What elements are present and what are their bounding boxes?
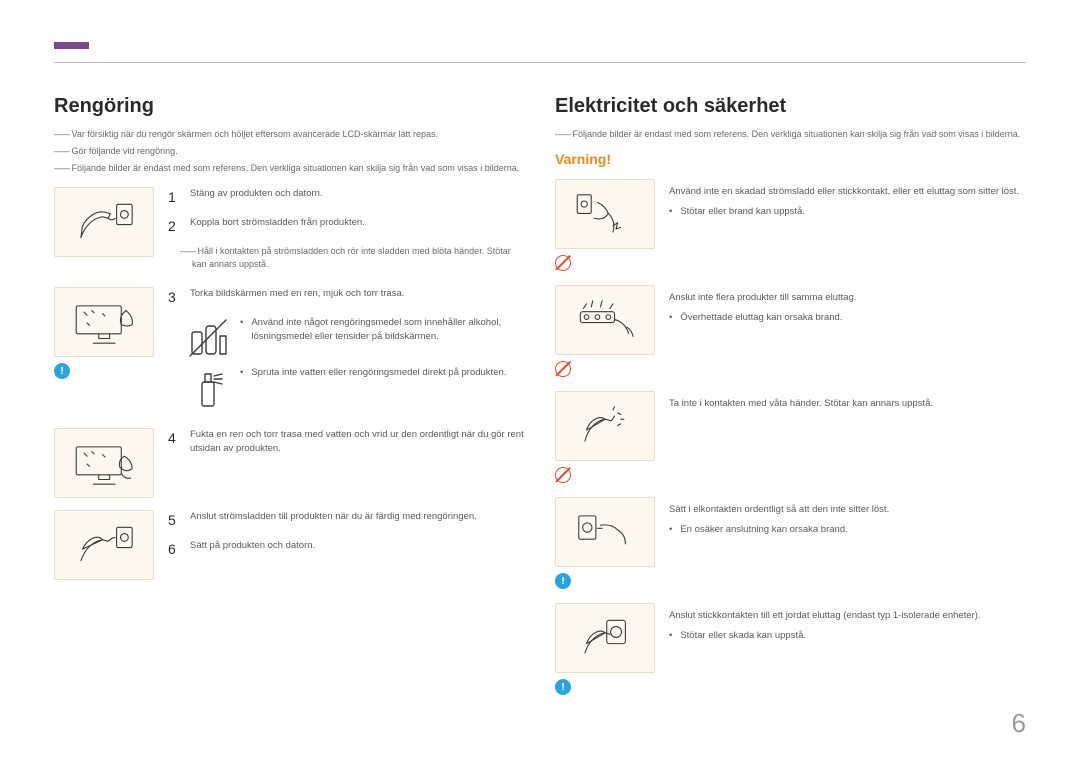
page-number: 6 [1012,708,1026,739]
step-text: Torka bildskärmen med en ren, mjuk och t… [190,287,525,301]
illustration-wipe-exterior [54,428,154,498]
step-block: ! 3 Torka bildskärmen med en ren, mjuk oc… [54,287,525,416]
prohibit-symbol [555,361,571,377]
illustration-overload-outlet [555,285,655,355]
content-columns: Rengöring Var försiktig när du rengör sk… [54,95,1026,709]
illustration-wipe-screen [54,287,154,357]
top-rule [54,62,1026,63]
illustration-plug-in [54,510,154,580]
step-text: Sätt på produkten och datorn. [190,539,525,553]
note: Var försiktig när du rengör skärmen och … [54,128,525,141]
item-text: Sätt i elkontakten ordentligt så att den… [669,503,1026,517]
item-bullet: Överhettade eluttag kan orsaka brand. [680,311,842,325]
safety-item: ! Anslut stickkontakten till ett jordat … [555,603,1026,695]
left-heading: Rengöring [54,95,525,118]
warning-label: Varning! [555,151,1026,167]
step-number: 6 [168,539,180,560]
item-bullet: En osäker anslutning kan orsaka brand. [680,523,847,537]
step-number: 3 [168,287,180,308]
step-text: Fukta en ren och torr trasa med vatten o… [190,428,525,457]
step-text: Anslut strömsladden till produkten när d… [190,510,525,524]
right-column: Elektricitet och säkerhet Följande bilde… [555,95,1026,709]
step-block: 1 Stäng av produkten och datorn. 2 Koppla … [54,187,525,275]
illustration-no-spray [186,366,230,410]
item-text: Använd inte en skadad strömsladd eller s… [669,185,1026,199]
note: Gör följande vid rengöring. [54,145,525,158]
step-number: 1 [168,187,180,208]
note: Följande bilder är endast med som refere… [54,162,525,175]
step-block: 4 Fukta en ren och torr trasa med vatten … [54,428,525,498]
prohibit-symbol [555,467,571,483]
safety-item: Använd inte en skadad strömsladd eller s… [555,179,1026,271]
accent-bar [54,42,89,49]
note: Följande bilder är endast med som refere… [555,128,1026,141]
info-symbol: ! [555,573,571,589]
step-number: 5 [168,510,180,531]
item-text: Anslut inte flera produkter till samma e… [669,291,1026,305]
info-symbol: ! [54,363,70,379]
item-bullet: Stötar eller brand kan uppstå. [680,205,805,219]
info-symbol: ! [555,679,571,695]
item-bullet: Stötar eller skada kan uppstå. [680,629,806,643]
step-number: 4 [168,428,180,449]
step-number: 2 [168,216,180,237]
bullet-text: Använd inte något rengöringsmedel som in… [251,316,525,360]
illustration-unplug [54,187,154,257]
illustration-insert-plug [555,497,655,567]
step-text: Koppla bort strömsladden från produkten. [190,216,525,230]
safety-item: Anslut inte flera produkter till samma e… [555,285,1026,377]
illustration-grounded-outlet [555,603,655,673]
safety-item: ! Sätt i elkontakten ordentligt så att d… [555,497,1026,589]
bullet-text: Spruta inte vatten eller rengöringsmedel… [251,366,506,410]
illustration-wet-hands [555,391,655,461]
subnote: Håll i kontakten på strömsladden och rör… [168,245,525,271]
step-block: 5 Anslut strömsladden till produkten när … [54,510,525,580]
prohibit-symbol [555,255,571,271]
right-heading: Elektricitet och säkerhet [555,95,1026,118]
left-column: Rengöring Var försiktig när du rengör sk… [54,95,525,709]
step-text: Stäng av produkten och datorn. [190,187,525,201]
item-text: Ta inte i kontakten med våta händer. Stö… [669,397,1026,411]
safety-item: Ta inte i kontakten med våta händer. Stö… [555,391,1026,483]
item-text: Anslut stickkontakten till ett jordat el… [669,609,1026,623]
illustration-damaged-cord [555,179,655,249]
illustration-no-chemicals [186,316,230,360]
